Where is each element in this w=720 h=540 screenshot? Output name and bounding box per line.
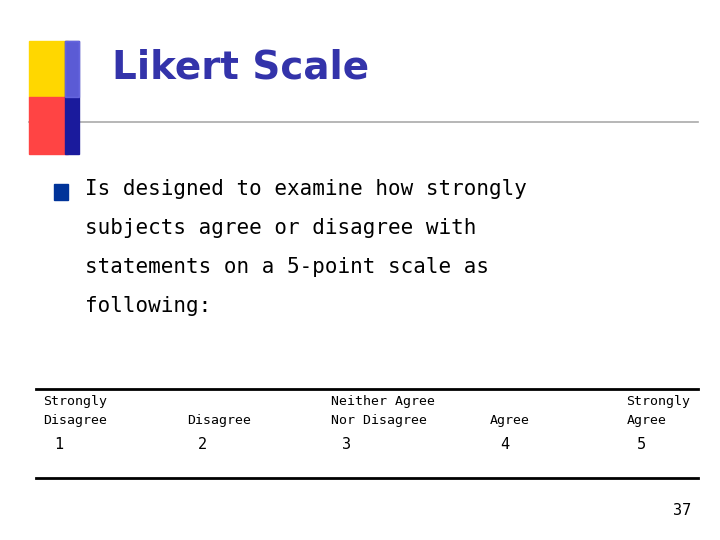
Text: Agree: Agree: [490, 414, 530, 427]
Text: statements on a 5-point scale as: statements on a 5-point scale as: [85, 256, 489, 277]
Text: 2: 2: [198, 437, 207, 453]
Text: Agree: Agree: [626, 414, 667, 427]
Bar: [54, 184, 68, 200]
Text: 4: 4: [500, 437, 510, 453]
Text: Likert Scale: Likert Scale: [112, 49, 369, 86]
Text: Nor Disagree: Nor Disagree: [331, 414, 427, 427]
Bar: [29, 40, 68, 97]
Text: 3: 3: [342, 437, 351, 453]
Text: Strongly: Strongly: [626, 395, 690, 408]
Text: Neither Agree: Neither Agree: [331, 395, 435, 408]
Text: Disagree: Disagree: [43, 414, 107, 427]
Text: following:: following:: [85, 295, 211, 316]
Text: Strongly: Strongly: [43, 395, 107, 408]
Text: 5: 5: [637, 437, 647, 453]
Text: 1: 1: [54, 437, 63, 453]
Text: Disagree: Disagree: [187, 414, 251, 427]
Bar: [29, 97, 68, 154]
Text: 37: 37: [673, 503, 691, 518]
Text: Is designed to examine how strongly: Is designed to examine how strongly: [85, 179, 527, 199]
Bar: [65, 40, 79, 97]
Bar: [65, 40, 79, 154]
Text: subjects agree or disagree with: subjects agree or disagree with: [85, 218, 477, 238]
